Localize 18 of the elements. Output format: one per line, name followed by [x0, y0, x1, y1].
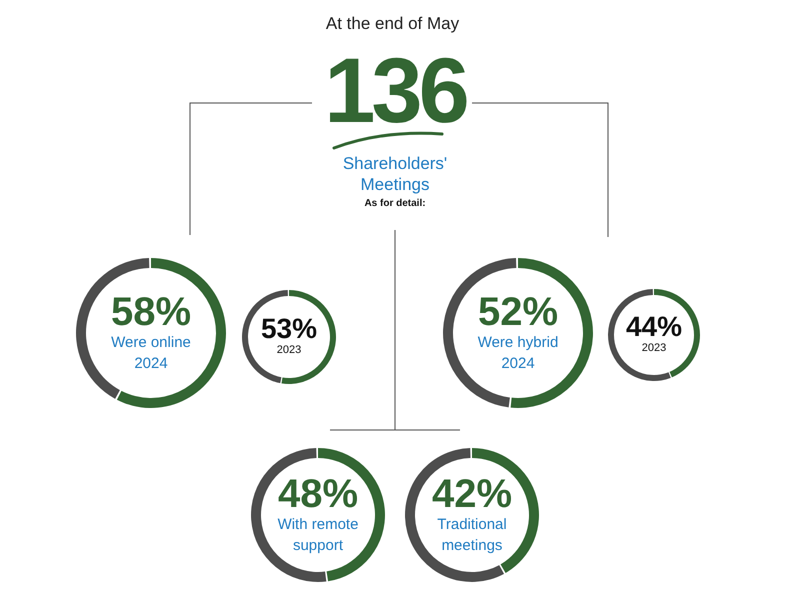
- text: As for detail:: [363, 198, 427, 209]
- data-label: 53%: [260, 313, 318, 344]
- data-label: 48%: [278, 472, 358, 516]
- data-label: 44%: [626, 311, 682, 342]
- text: With remote support: [276, 515, 360, 556]
- text: 2023: [642, 341, 666, 356]
- text: At the end of May: [324, 14, 460, 34]
- text: Were hybrid: [476, 333, 560, 353]
- text: 2023: [276, 343, 302, 358]
- text: Shareholders' Meetings: [342, 153, 448, 196]
- data-label: 52%: [478, 290, 558, 334]
- data-label: 58%: [110, 290, 192, 334]
- text: Were online: [110, 333, 192, 353]
- text: 136: [323, 40, 468, 142]
- text: 2024: [501, 354, 535, 374]
- data-label: 42%: [432, 472, 512, 516]
- text: 2024: [134, 354, 168, 374]
- text: Traditional meetings: [436, 515, 508, 556]
